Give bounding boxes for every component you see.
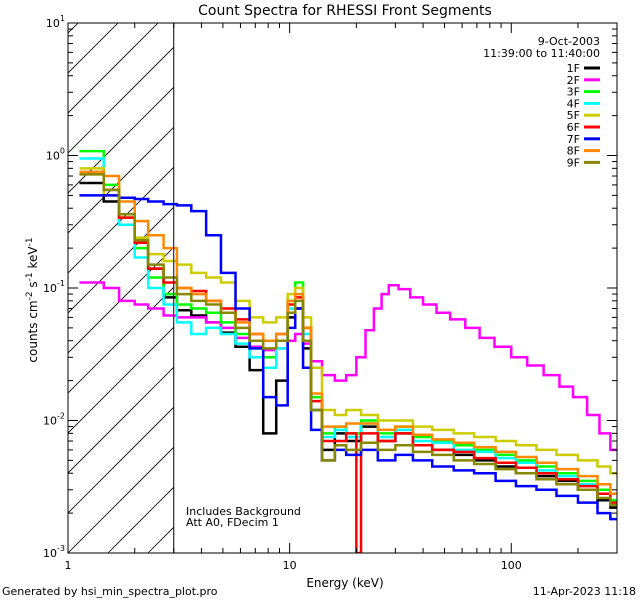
x-tick-label: 1 xyxy=(65,559,72,572)
time-range-label: 11:39:00 to 11:40:00 xyxy=(483,47,600,60)
series-6F xyxy=(79,170,617,553)
legend-label-9F: 9F xyxy=(567,156,580,169)
chart-title: Count Spectra for RHESSI Front Segments xyxy=(198,3,492,19)
x-tick-label: 100 xyxy=(501,559,522,572)
y-tick-label: 101 xyxy=(46,14,65,30)
footer-generated-by: Generated by hsi_min_spectra_plot.pro xyxy=(2,585,218,598)
y-axis-label: counts cm-2 s-1 keV-1 xyxy=(25,237,40,362)
series-group xyxy=(79,149,617,553)
footer-timestamp: 11-Apr-2023 11:18 xyxy=(533,585,636,598)
legend-label-2F: 2F xyxy=(567,74,580,87)
series-9F xyxy=(79,173,617,507)
date-label: 9-Oct-2003 xyxy=(538,35,600,48)
axis-tick-labels: 1 10 100 10-3 10-2 10-1 100 101 xyxy=(43,14,522,572)
x-axis-label: Energy (keV) xyxy=(306,576,383,590)
legend-label-5F: 5F xyxy=(567,109,580,122)
series-5F xyxy=(79,167,617,475)
series-2F xyxy=(79,281,617,452)
axis-ticks xyxy=(67,23,618,554)
y-tick-label: 10-2 xyxy=(43,412,65,428)
hatched-region xyxy=(68,23,174,553)
x-tick-label: 10 xyxy=(283,559,297,572)
legend-label-6F: 6F xyxy=(567,121,580,134)
y-tick-label: 10-1 xyxy=(43,279,65,295)
legend-label-4F: 4F xyxy=(567,97,580,110)
annotation-attenuator: Att A0, FDecim 1 xyxy=(186,516,279,529)
legend-label-3F: 3F xyxy=(567,86,580,99)
y-tick-label: 10-3 xyxy=(43,544,65,560)
legend-label-7F: 7F xyxy=(567,133,580,146)
annotation-background: Includes Background xyxy=(186,505,301,518)
hatch-lines xyxy=(68,23,174,553)
y-tick-label: 100 xyxy=(46,147,65,163)
legend-label-8F: 8F xyxy=(567,145,580,158)
legend-label-1F: 1F xyxy=(567,62,580,75)
